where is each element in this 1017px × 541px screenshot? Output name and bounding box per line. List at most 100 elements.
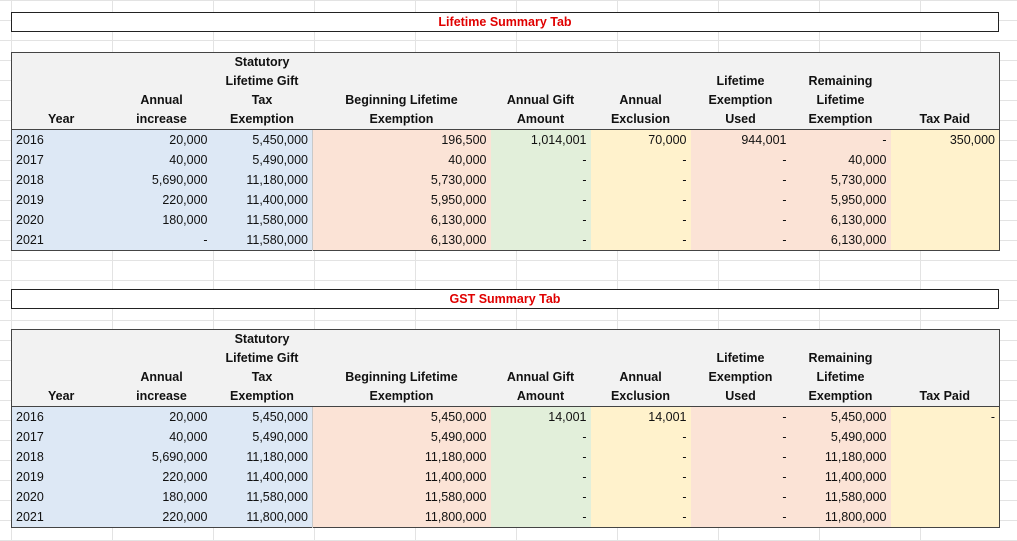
cell-annual-increase[interactable]: 220,000 xyxy=(111,467,212,487)
cell-tax-paid[interactable] xyxy=(890,467,1000,487)
gst-summary-title[interactable]: GST Summary Tab xyxy=(11,289,999,309)
cell-remaining[interactable]: 5,730,000 xyxy=(790,170,891,190)
cell-annual-gift[interactable]: 1,014,001 xyxy=(490,129,591,150)
header-beginning-exemption[interactable]: Beginning Lifetime Exemption xyxy=(312,52,491,130)
header-tax-paid[interactable]: Tax Paid xyxy=(890,52,1000,130)
header-beginning-exemption[interactable]: Beginning Lifetime Exemption xyxy=(312,329,491,407)
cell-annual-exclusion[interactable]: - xyxy=(590,170,691,190)
cell-remaining[interactable]: 40,000 xyxy=(790,150,891,170)
cell-annual-gift[interactable]: - xyxy=(490,507,591,528)
header-statutory-exemption[interactable]: Statutory Lifetime Gift Tax Exemption xyxy=(211,329,313,407)
cell-statutory-exemption[interactable]: 11,580,000 xyxy=(211,487,313,507)
cell-statutory-exemption[interactable]: 11,400,000 xyxy=(211,467,313,487)
cell-annual-increase[interactable]: 5,690,000 xyxy=(111,447,212,467)
cell-annual-exclusion[interactable]: - xyxy=(590,507,691,528)
cell-annual-gift[interactable]: - xyxy=(490,230,591,251)
header-lifetime-used[interactable]: Lifetime Exemption Used xyxy=(690,329,791,407)
cell-annual-increase[interactable]: 220,000 xyxy=(111,507,212,528)
cell-tax-paid[interactable] xyxy=(890,230,1000,251)
cell-statutory-exemption[interactable]: 5,490,000 xyxy=(211,150,313,170)
cell-lifetime-used[interactable]: 944,001 xyxy=(690,129,791,150)
cell-remaining[interactable]: 5,490,000 xyxy=(790,427,891,447)
cell-annual-exclusion[interactable]: - xyxy=(590,230,691,251)
cell-statutory-exemption[interactable]: 5,450,000 xyxy=(211,406,313,427)
cell-remaining[interactable]: 11,580,000 xyxy=(790,487,891,507)
cell-year[interactable]: 2019 xyxy=(11,467,112,487)
cell-statutory-exemption[interactable]: 11,800,000 xyxy=(211,507,313,528)
cell-tax-paid[interactable]: - xyxy=(890,406,1000,427)
cell-year[interactable]: 2017 xyxy=(11,427,112,447)
cell-tax-paid[interactable] xyxy=(890,190,1000,210)
cell-annual-exclusion[interactable]: - xyxy=(590,190,691,210)
cell-tax-paid[interactable] xyxy=(890,487,1000,507)
lifetime-summary-title[interactable]: Lifetime Summary Tab xyxy=(11,12,999,32)
cell-tax-paid[interactable] xyxy=(890,447,1000,467)
cell-remaining[interactable]: 5,950,000 xyxy=(790,190,891,210)
cell-beginning-exemption[interactable]: 40,000 xyxy=(312,150,491,170)
header-tax-paid[interactable]: Tax Paid xyxy=(890,329,1000,407)
cell-lifetime-used[interactable]: - xyxy=(690,170,791,190)
cell-remaining[interactable]: 11,800,000 xyxy=(790,507,891,528)
cell-remaining[interactable]: 6,130,000 xyxy=(790,230,891,251)
cell-beginning-exemption[interactable]: 6,130,000 xyxy=(312,210,491,230)
cell-annual-exclusion[interactable]: - xyxy=(590,487,691,507)
cell-beginning-exemption[interactable]: 11,400,000 xyxy=(312,467,491,487)
cell-year[interactable]: 2017 xyxy=(11,150,112,170)
cell-annual-gift[interactable]: - xyxy=(490,487,591,507)
cell-lifetime-used[interactable]: - xyxy=(690,507,791,528)
cell-year[interactable]: 2019 xyxy=(11,190,112,210)
header-annual-gift[interactable]: Annual Gift Amount xyxy=(490,329,591,407)
cell-statutory-exemption[interactable]: 5,490,000 xyxy=(211,427,313,447)
cell-annual-exclusion[interactable]: - xyxy=(590,210,691,230)
cell-statutory-exemption[interactable]: 11,580,000 xyxy=(211,210,313,230)
cell-annual-exclusion[interactable]: - xyxy=(590,447,691,467)
cell-beginning-exemption[interactable]: 5,950,000 xyxy=(312,190,491,210)
cell-remaining[interactable]: 6,130,000 xyxy=(790,210,891,230)
cell-annual-exclusion[interactable]: 14,001 xyxy=(590,406,691,427)
cell-annual-exclusion[interactable]: 70,000 xyxy=(590,129,691,150)
cell-annual-increase[interactable]: 20,000 xyxy=(111,129,212,150)
cell-year[interactable]: 2018 xyxy=(11,170,112,190)
cell-annual-gift[interactable]: - xyxy=(490,170,591,190)
cell-lifetime-used[interactable]: - xyxy=(690,210,791,230)
header-year[interactable]: Year xyxy=(11,52,112,130)
cell-lifetime-used[interactable]: - xyxy=(690,406,791,427)
header-lifetime-used[interactable]: Lifetime Exemption Used xyxy=(690,52,791,130)
header-annual-increase[interactable]: Annual increase xyxy=(111,329,212,407)
cell-tax-paid[interactable] xyxy=(890,150,1000,170)
cell-statutory-exemption[interactable]: 5,450,000 xyxy=(211,129,313,150)
cell-statutory-exemption[interactable]: 11,180,000 xyxy=(211,170,313,190)
cell-tax-paid[interactable] xyxy=(890,210,1000,230)
cell-tax-paid[interactable] xyxy=(890,170,1000,190)
cell-lifetime-used[interactable]: - xyxy=(690,487,791,507)
cell-annual-gift[interactable]: - xyxy=(490,447,591,467)
cell-annual-gift[interactable]: - xyxy=(490,210,591,230)
cell-beginning-exemption[interactable]: 6,130,000 xyxy=(312,230,491,251)
cell-beginning-exemption[interactable]: 11,180,000 xyxy=(312,447,491,467)
cell-annual-gift[interactable]: - xyxy=(490,150,591,170)
cell-year[interactable]: 2021 xyxy=(11,507,112,528)
cell-remaining[interactable]: - xyxy=(790,129,891,150)
cell-statutory-exemption[interactable]: 11,400,000 xyxy=(211,190,313,210)
cell-lifetime-used[interactable]: - xyxy=(690,190,791,210)
cell-annual-gift[interactable]: 14,001 xyxy=(490,406,591,427)
cell-annual-increase[interactable]: 20,000 xyxy=(111,406,212,427)
cell-annual-gift[interactable]: - xyxy=(490,190,591,210)
cell-annual-increase[interactable]: 5,690,000 xyxy=(111,170,212,190)
cell-annual-increase[interactable]: 180,000 xyxy=(111,487,212,507)
cell-beginning-exemption[interactable]: 5,730,000 xyxy=(312,170,491,190)
header-annual-exclusion[interactable]: Annual Exclusion xyxy=(590,329,691,407)
header-annual-exclusion[interactable]: Annual Exclusion xyxy=(590,52,691,130)
cell-year[interactable]: 2016 xyxy=(11,406,112,427)
cell-tax-paid[interactable]: 350,000 xyxy=(890,129,1000,150)
cell-year[interactable]: 2020 xyxy=(11,487,112,507)
cell-lifetime-used[interactable]: - xyxy=(690,447,791,467)
cell-lifetime-used[interactable]: - xyxy=(690,230,791,251)
cell-annual-increase[interactable]: 220,000 xyxy=(111,190,212,210)
cell-tax-paid[interactable] xyxy=(890,427,1000,447)
cell-remaining[interactable]: 11,180,000 xyxy=(790,447,891,467)
header-remaining[interactable]: Remaining Lifetime Exemption xyxy=(790,329,891,407)
cell-annual-exclusion[interactable]: - xyxy=(590,467,691,487)
cell-beginning-exemption[interactable]: 196,500 xyxy=(312,129,491,150)
cell-statutory-exemption[interactable]: 11,580,000 xyxy=(211,230,313,251)
